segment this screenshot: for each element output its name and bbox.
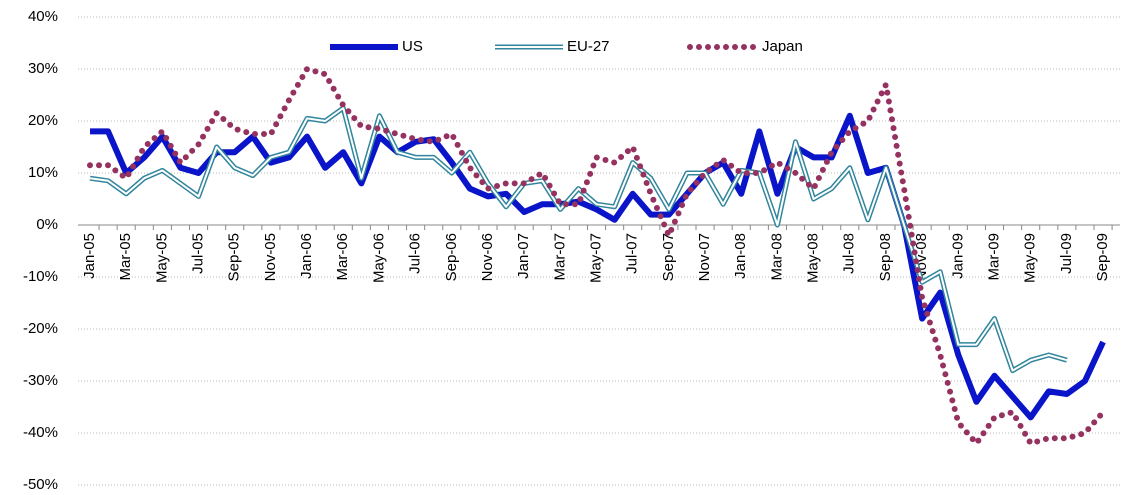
y-tick-label: 10% — [28, 164, 58, 181]
x-tick-label: Sep-08 — [877, 233, 894, 281]
x-tick-label: Nov-06 — [479, 233, 496, 281]
line-highlight — [89, 107, 1068, 372]
y-tick-label: 20% — [28, 112, 58, 129]
x-tick-label: Mar-06 — [334, 233, 351, 281]
x-tick-label: Jul-07 — [624, 233, 641, 274]
x-tick-label: Jul-06 — [407, 233, 424, 274]
y-tick-label: 0% — [36, 216, 58, 233]
x-tick-label: Mar-07 — [551, 233, 568, 281]
legend-label: EU-27 — [567, 38, 610, 55]
x-tick-label: Jan-06 — [298, 233, 315, 279]
legend-label: Japan — [762, 38, 803, 55]
x-tick-label: Mar-08 — [768, 233, 785, 281]
x-tick-label: May-09 — [1022, 233, 1039, 283]
x-tick-label: Nov-07 — [696, 233, 713, 281]
y-tick-label: -10% — [23, 268, 58, 285]
x-tick-label: Jul-05 — [190, 233, 207, 274]
legend-label: US — [402, 38, 423, 55]
x-tick-label: Mar-05 — [117, 233, 134, 281]
x-tick-label: Jan-08 — [732, 233, 749, 279]
x-tick-label: May-08 — [805, 233, 822, 283]
x-tick-label: Mar-09 — [985, 233, 1002, 281]
x-tick-label: Sep-09 — [1094, 233, 1111, 281]
x-tick-label: Jul-08 — [841, 233, 858, 274]
y-tick-label: -50% — [23, 476, 58, 493]
y-tick-label: -20% — [23, 320, 58, 337]
series-line — [90, 112, 1106, 421]
y-tick-label: 30% — [28, 60, 58, 77]
y-tick-label: -40% — [23, 424, 58, 441]
x-tick-label: Sep-07 — [660, 233, 677, 281]
x-tick-label: May-07 — [587, 233, 604, 283]
x-tick-label: Sep-06 — [443, 233, 460, 281]
x-tick-label: May-06 — [370, 233, 387, 283]
x-tick-label: Sep-05 — [226, 233, 243, 281]
y-tick-label: -30% — [23, 372, 58, 389]
y-tick-label: 40% — [28, 8, 58, 25]
x-tick-label: May-05 — [153, 233, 170, 283]
x-tick-label: Jan-09 — [949, 233, 966, 279]
series-line — [87, 66, 1107, 447]
x-tick-label: Jan-07 — [515, 233, 532, 279]
x-tick-label: Jul-09 — [1058, 233, 1075, 274]
x-tick-label: Nov-05 — [262, 233, 279, 281]
x-tick-label: Jan-05 — [81, 233, 98, 279]
